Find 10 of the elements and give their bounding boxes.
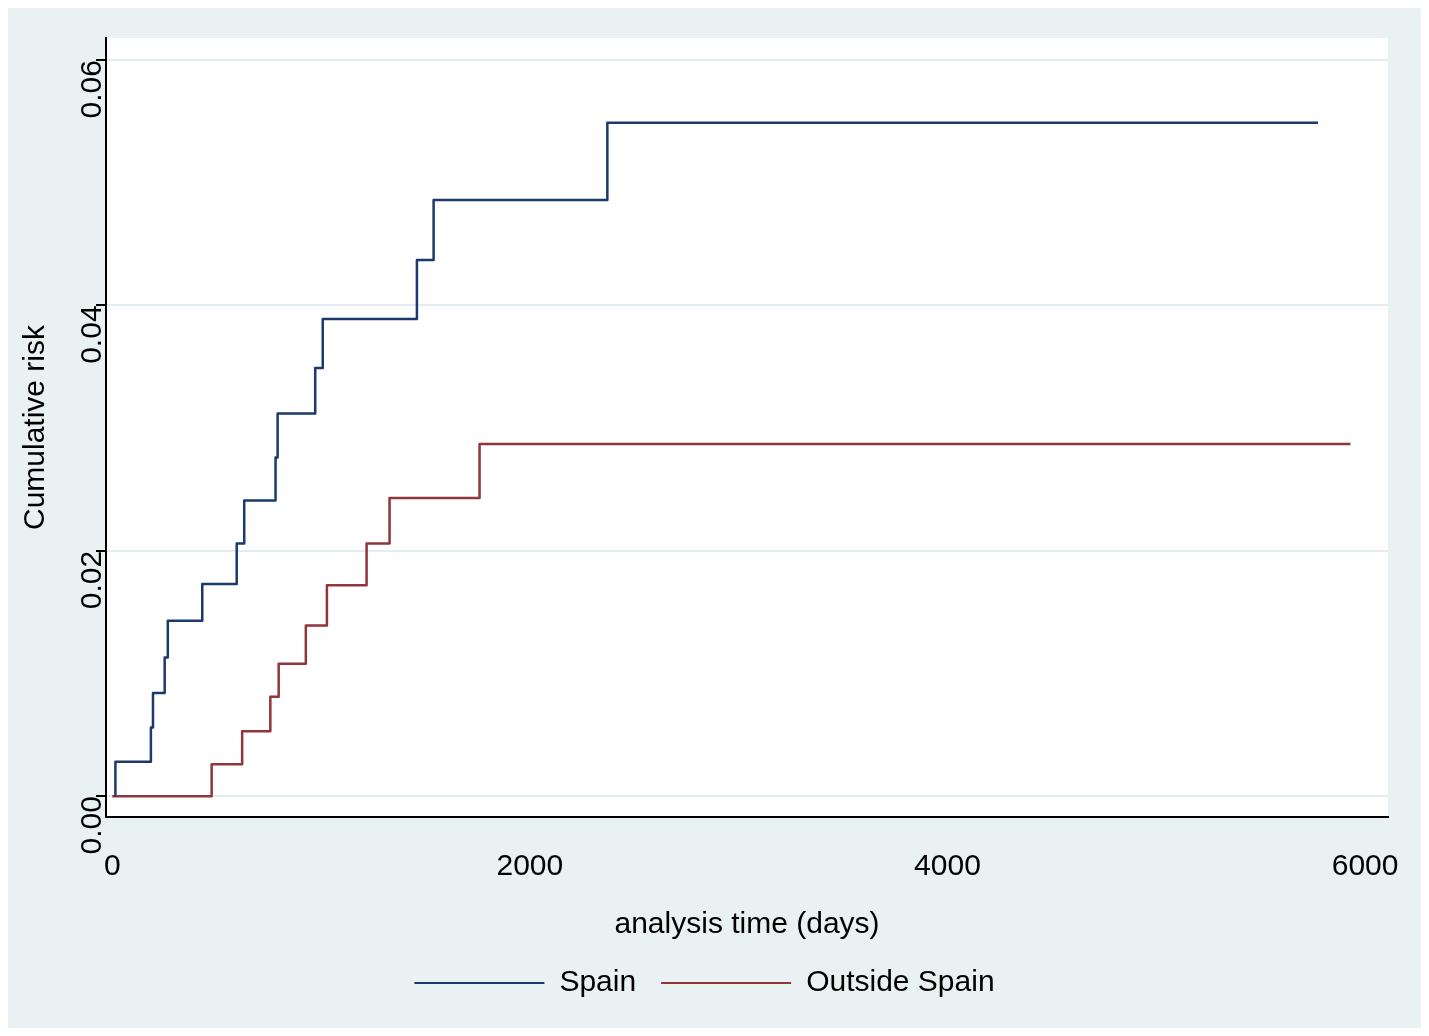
y-tick-label: 0.02 xyxy=(74,550,108,610)
y-tick-label: 0.04 xyxy=(74,305,108,364)
x-tick-label: 4000 xyxy=(914,848,981,882)
legend-label: Outside Spain xyxy=(806,964,995,998)
y-tick-label: 0.06 xyxy=(74,60,108,119)
y-axis-title: Cumulative risk xyxy=(17,323,51,531)
x-tick-label: 2000 xyxy=(496,848,564,882)
x-tick-label: 6000 xyxy=(1331,848,1399,882)
x-axis-title: analysis time (days) xyxy=(614,906,880,940)
legend-label: Spain xyxy=(559,964,637,998)
